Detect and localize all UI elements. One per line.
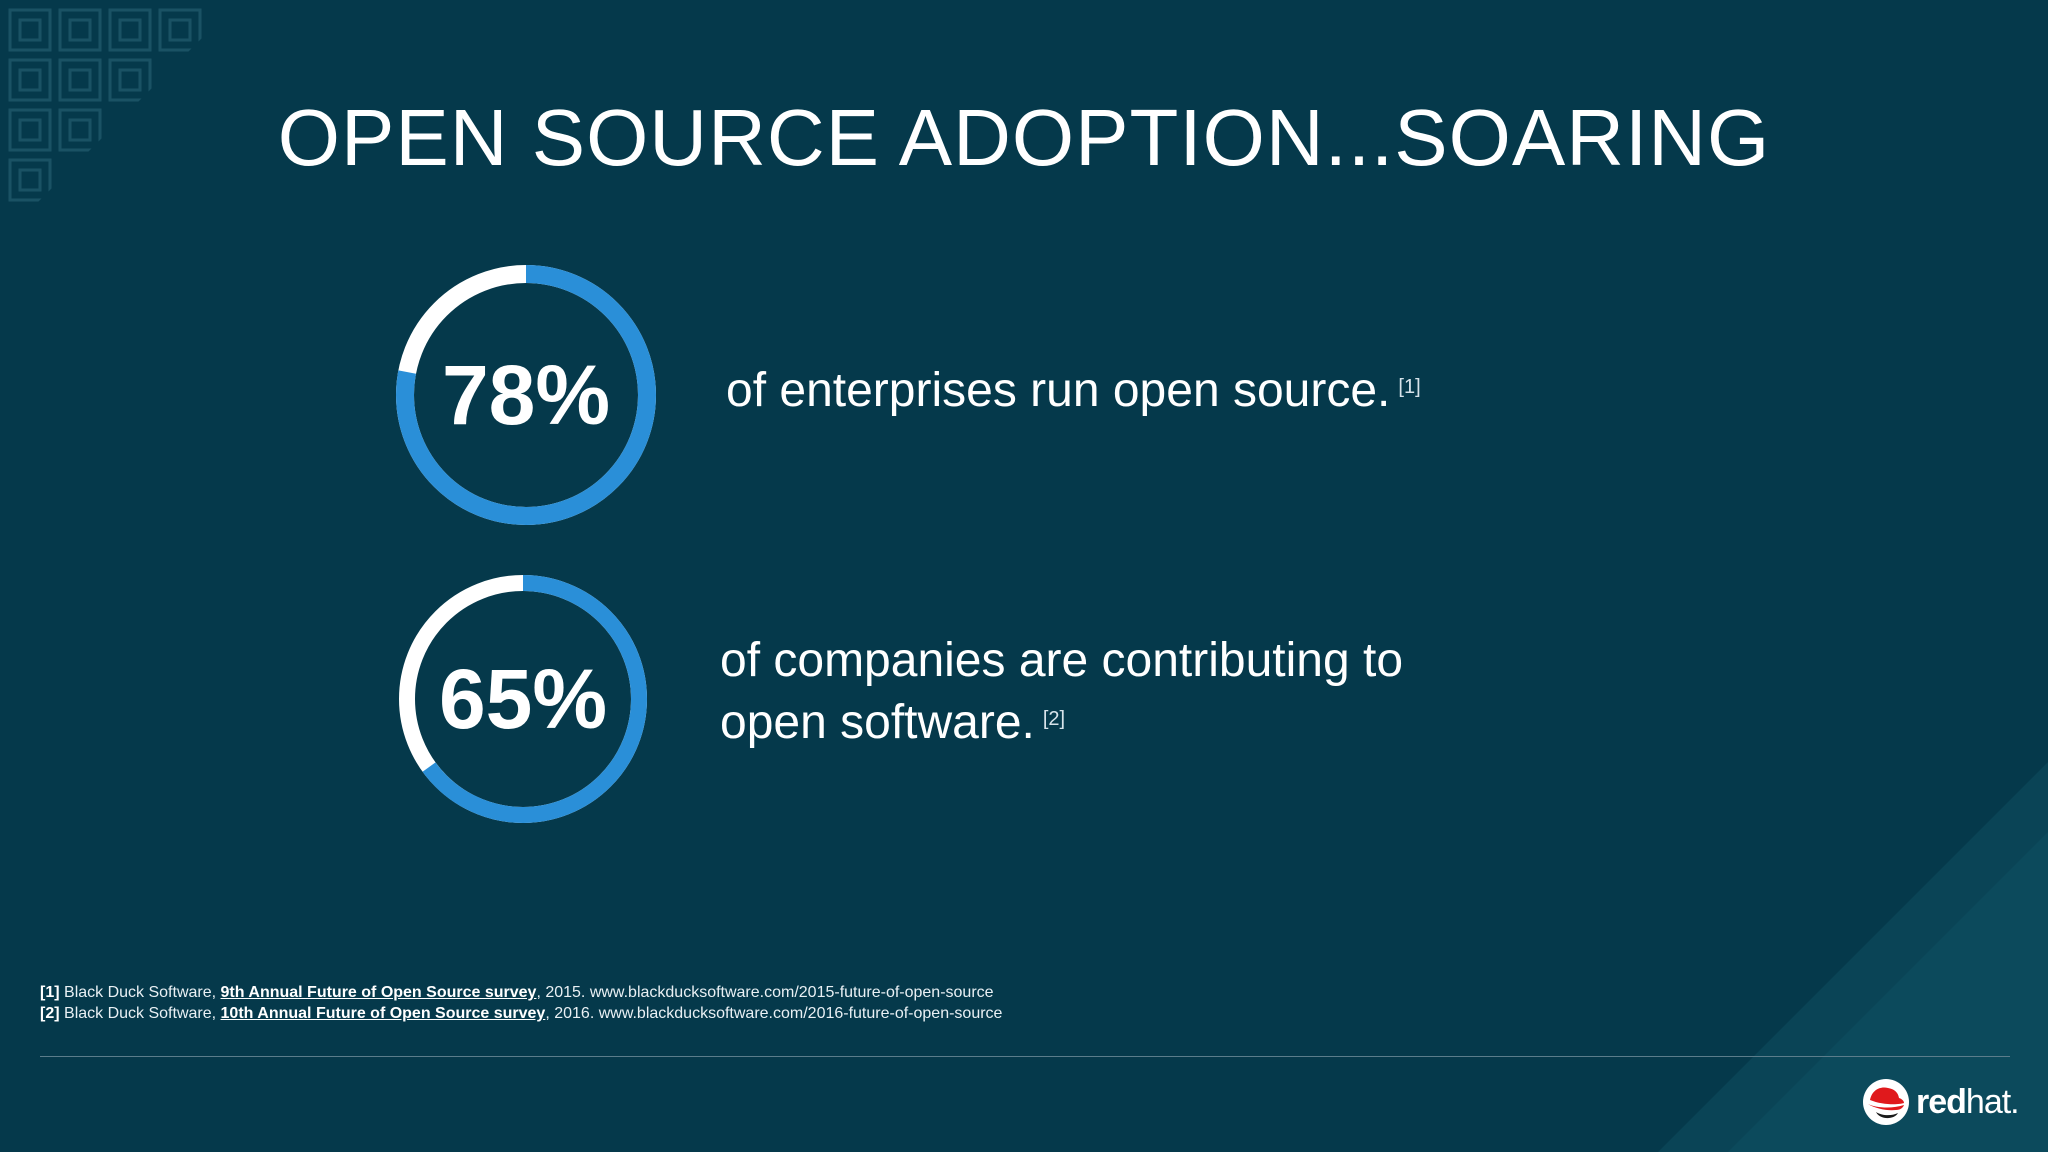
stat-description: of companies are contributing to open so… xyxy=(720,630,1540,754)
stat-description: of enterprises run open source. [1] xyxy=(726,360,1526,422)
decorative-maze-pattern xyxy=(8,8,202,202)
stat-text-line: of companies are contributing to xyxy=(720,634,1404,687)
stat-companies: 65% xyxy=(396,572,650,826)
divider xyxy=(40,1056,2010,1057)
redhat-shadowman-icon xyxy=(1863,1079,1909,1125)
stat-text-line: open software. xyxy=(720,696,1035,749)
footnotes: [1] Black Duck Software, 9th Annual Futu… xyxy=(40,982,1002,1024)
stat-value: 78% xyxy=(441,347,611,442)
footnote-rest: , 2016. www.blackducksoftware.com/2016-f… xyxy=(545,1005,1003,1022)
ring-progress-arc xyxy=(396,265,656,525)
survey-link[interactable]: 10th Annual Future of Open Source survey xyxy=(220,1005,546,1022)
footnote-ref: [2] xyxy=(40,1005,60,1022)
donut-ring xyxy=(399,575,647,823)
footnote-ref: [2] xyxy=(1042,708,1066,730)
footnote-rest: , 2015. www.blackducksoftware.com/2015-f… xyxy=(536,984,994,1001)
stat-enterprises: 78% xyxy=(393,262,659,528)
donut-ring xyxy=(396,265,656,525)
survey-link[interactable]: 9th Annual Future of Open Source survey xyxy=(220,984,537,1001)
stat-value: 65% xyxy=(438,651,608,746)
footnote-2: [2] Black Duck Software, 10th Annual Fut… xyxy=(40,1003,1002,1024)
redhat-logo: redhat. xyxy=(1862,1078,2020,1126)
page-title: OPEN SOURCE ADOPTION...SOARING xyxy=(277,93,1771,182)
footnote-ref: [1] xyxy=(1398,376,1421,398)
logo-wordmark: redhat. xyxy=(1916,1082,2020,1121)
footnote-1: [1] Black Duck Software, 9th Annual Futu… xyxy=(40,982,1002,1003)
footnote-source: Black Duck Software, xyxy=(64,1005,217,1022)
decorative-corner-shape xyxy=(1658,762,2048,1152)
footnote-ref: [1] xyxy=(40,984,60,1001)
footnote-source: Black Duck Software, xyxy=(64,984,217,1001)
ring-progress-arc xyxy=(399,575,647,823)
stat-text-line: of enterprises run open source. xyxy=(726,364,1391,417)
